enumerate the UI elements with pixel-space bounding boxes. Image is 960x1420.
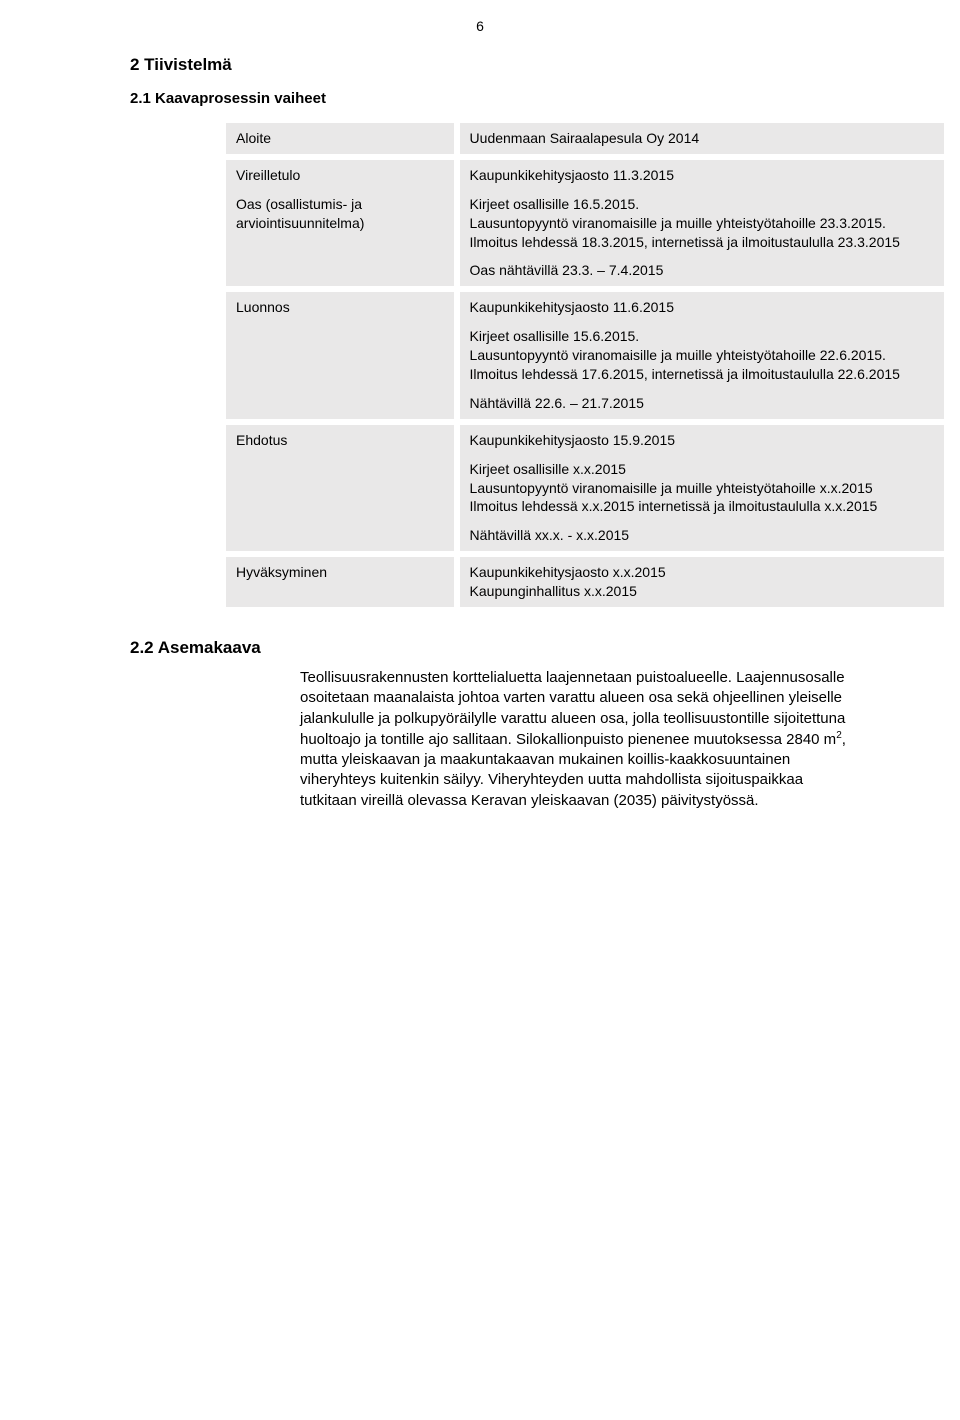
body-part1: Teollisuusrakennusten korttelialuetta la… [300,669,845,748]
table-row: Hyväksyminen Kaupunkikehitysjaosto x.x.2… [223,554,947,610]
phase-content: Kaupunkikehitysjaosto 11.6.2015 Kirjeet … [457,289,947,421]
table-row: Luonnos Kaupunkikehitysjaosto 11.6.2015 … [223,289,947,421]
phase-label: Luonnos [223,289,457,421]
heading-2-tiivistelma: 2 Tiivistelmä [130,55,860,75]
phase-content: Kaupunkikehitysjaosto x.x.2015 Kaupungin… [457,554,947,610]
phase-text: Kaupunkikehitysjaosto 11.6.2015 [470,298,934,317]
phase-text: Kirjeet osallisille 15.6.2015. [470,327,934,346]
phase-label: Aloite [223,120,457,157]
phase-label-line: Vireilletulo [236,166,444,185]
phase-content: Uudenmaan Sairaalapesula Oy 2014 [457,120,947,157]
phase-content: Kaupunkikehitysjaosto 11.3.2015 Kirjeet … [457,157,947,289]
heading-22-asemakaava: 2.2 Asemakaava [130,638,860,658]
heading-21-kaavaprosessin-vaiheet: 2.1 Kaavaprosessin vaiheet [130,90,860,107]
phases-table: Aloite Uudenmaan Sairaalapesula Oy 2014 … [220,117,950,613]
phase-text: Ilmoitus lehdessä x.x.2015 internetissä … [470,497,934,516]
phase-text: Kaupunginhallitus x.x.2015 [470,582,934,601]
phase-text: Kaupunkikehitysjaosto 15.9.2015 [470,431,934,450]
phase-text: Nähtävillä 22.6. – 21.7.2015 [470,394,934,413]
document-page: 6 2 Tiivistelmä 2.1 Kaavaprosessin vaihe… [0,0,960,1420]
table-row: Vireilletulo Oas (osallistumis- ja arvio… [223,157,947,289]
phase-content: Kaupunkikehitysjaosto 15.9.2015 Kirjeet … [457,422,947,554]
phase-text: Lausuntopyyntö viranomaisille ja muille … [470,214,934,233]
phase-text: Lausuntopyyntö viranomaisille ja muille … [470,346,934,365]
phase-label: Hyväksyminen [223,554,457,610]
page-number: 6 [476,18,484,34]
asemakaava-body: Teollisuusrakennusten korttelialuetta la… [300,668,860,811]
phase-text: Kirjeet osallisille 16.5.2015. [470,195,934,214]
table-row: Ehdotus Kaupunkikehitysjaosto 15.9.2015 … [223,422,947,554]
phase-label-line: Oas (osallistumis- ja arviointisuunnitel… [236,195,444,233]
phase-text: Uudenmaan Sairaalapesula Oy 2014 [470,130,700,146]
phase-label: Vireilletulo Oas (osallistumis- ja arvio… [223,157,457,289]
phase-text: Kaupunkikehitysjaosto 11.3.2015 [470,166,934,185]
phase-text: Ilmoitus lehdessä 18.3.2015, internetiss… [470,233,934,252]
phase-label: Ehdotus [223,422,457,554]
phase-text: Kirjeet osallisille x.x.2015 [470,460,934,479]
phase-text: Nähtävillä xx.x. - x.x.2015 [470,526,934,545]
phase-text: Lausuntopyyntö viranomaisille ja muille … [470,479,934,498]
phase-text: Ilmoitus lehdessä 17.6.2015, internetiss… [470,365,934,384]
table-row: Aloite Uudenmaan Sairaalapesula Oy 2014 [223,120,947,157]
phase-text: Kaupunkikehitysjaosto x.x.2015 [470,563,934,582]
phase-text: Oas nähtävillä 23.3. – 7.4.2015 [470,261,934,280]
